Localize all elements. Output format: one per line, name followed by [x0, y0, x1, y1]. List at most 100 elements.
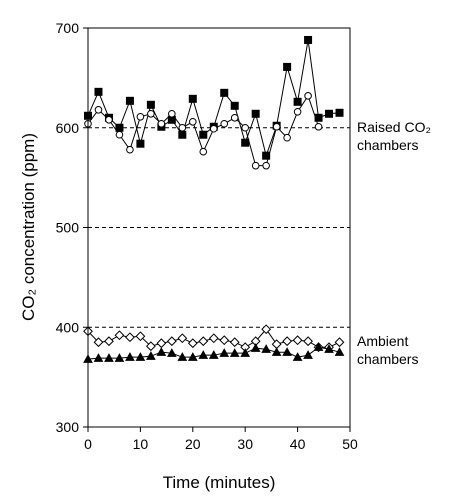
data-point — [166, 336, 177, 347]
data-point — [199, 147, 208, 156]
data-point — [283, 133, 291, 142]
data-point — [219, 335, 230, 346]
data-point — [241, 138, 250, 147]
data-point — [219, 348, 230, 357]
data-point — [188, 94, 197, 103]
data-point — [282, 336, 293, 347]
data-point — [166, 348, 177, 357]
series-diamond — [83, 324, 345, 353]
data-point — [115, 123, 124, 132]
data-point — [209, 124, 218, 133]
data-point — [208, 333, 219, 344]
data-point — [240, 348, 251, 357]
data-point — [282, 347, 292, 356]
series-circle — [84, 92, 323, 170]
y-tick-label: 500 — [56, 220, 80, 236]
data-point — [325, 109, 334, 118]
y-tick-label: 700 — [56, 20, 80, 36]
data-point — [93, 337, 104, 348]
data-point — [303, 350, 313, 359]
data-point — [104, 336, 114, 347]
data-point — [198, 336, 209, 347]
ambient-chambers-label-line2: chambers — [357, 351, 418, 367]
x-tick-label: 20 — [185, 436, 201, 452]
y-axis-title: CO₂ concentration (ppm) — [19, 133, 38, 321]
data-point — [136, 112, 145, 121]
data-point — [147, 109, 155, 118]
data-point — [324, 344, 334, 353]
data-point — [208, 350, 219, 359]
ticks — [83, 27, 351, 432]
series-line — [87, 39, 340, 158]
data-point — [156, 338, 167, 349]
x-axis-title: Time (minutes) — [163, 473, 276, 492]
data-point — [178, 123, 187, 132]
data-point — [230, 113, 239, 122]
data-point — [135, 331, 146, 342]
data-point — [262, 161, 270, 170]
data-point — [114, 353, 125, 362]
data-point — [146, 351, 156, 360]
data-point — [261, 344, 272, 353]
x-tick-label: 40 — [290, 436, 306, 452]
y-tick-label: 600 — [56, 120, 80, 136]
data-point — [251, 161, 260, 170]
data-point — [199, 130, 208, 139]
data-point — [168, 109, 176, 118]
data-point — [105, 115, 113, 124]
data-point — [114, 330, 125, 341]
data-point — [125, 352, 135, 361]
data-point — [293, 107, 302, 116]
series-layer — [83, 35, 345, 363]
data-point — [94, 87, 103, 96]
data-point — [271, 347, 282, 356]
data-point — [334, 347, 345, 356]
data-point — [187, 352, 198, 361]
data-point — [261, 324, 272, 335]
data-point — [220, 119, 229, 128]
x-tick-label: 30 — [237, 436, 253, 452]
data-point — [220, 88, 229, 97]
data-point — [93, 353, 104, 362]
tick-labels: 0 10 20 30 40 50 300 400 500 600 700 — [56, 20, 358, 452]
data-point — [272, 122, 281, 131]
plot-frame — [87, 27, 351, 428]
data-point — [229, 348, 240, 357]
data-point — [250, 343, 261, 352]
data-point — [313, 342, 324, 351]
data-point — [135, 352, 146, 361]
data-point — [303, 336, 313, 347]
data-point — [304, 35, 313, 44]
data-point — [292, 352, 303, 361]
data-point — [115, 130, 124, 139]
x-tick-label: 0 — [84, 436, 92, 452]
data-point — [125, 96, 134, 105]
data-point — [230, 101, 239, 110]
data-point — [125, 332, 135, 343]
data-point — [314, 122, 323, 131]
data-point — [335, 108, 344, 117]
data-point — [292, 335, 303, 346]
series-triangle — [83, 342, 345, 363]
raised-chambers-label-line1: Raised CO₂ — [357, 119, 431, 135]
x-tick-label: 50 — [342, 436, 358, 452]
data-point — [146, 100, 155, 109]
data-point — [177, 352, 188, 361]
data-point — [189, 117, 197, 126]
data-point — [293, 97, 302, 106]
grid-lines — [88, 127, 350, 328]
data-point — [126, 145, 134, 154]
data-point — [145, 341, 156, 352]
data-point — [157, 119, 166, 128]
data-point — [104, 353, 114, 362]
data-point — [178, 130, 187, 139]
data-point — [251, 109, 260, 118]
data-point — [156, 347, 167, 356]
data-point — [187, 338, 198, 349]
data-point — [241, 123, 249, 132]
y-tick-label: 300 — [56, 419, 80, 435]
x-tick-label: 10 — [133, 436, 149, 452]
y-tick-label: 400 — [56, 319, 80, 335]
ambient-chambers-label-line1: Ambient — [357, 333, 408, 349]
